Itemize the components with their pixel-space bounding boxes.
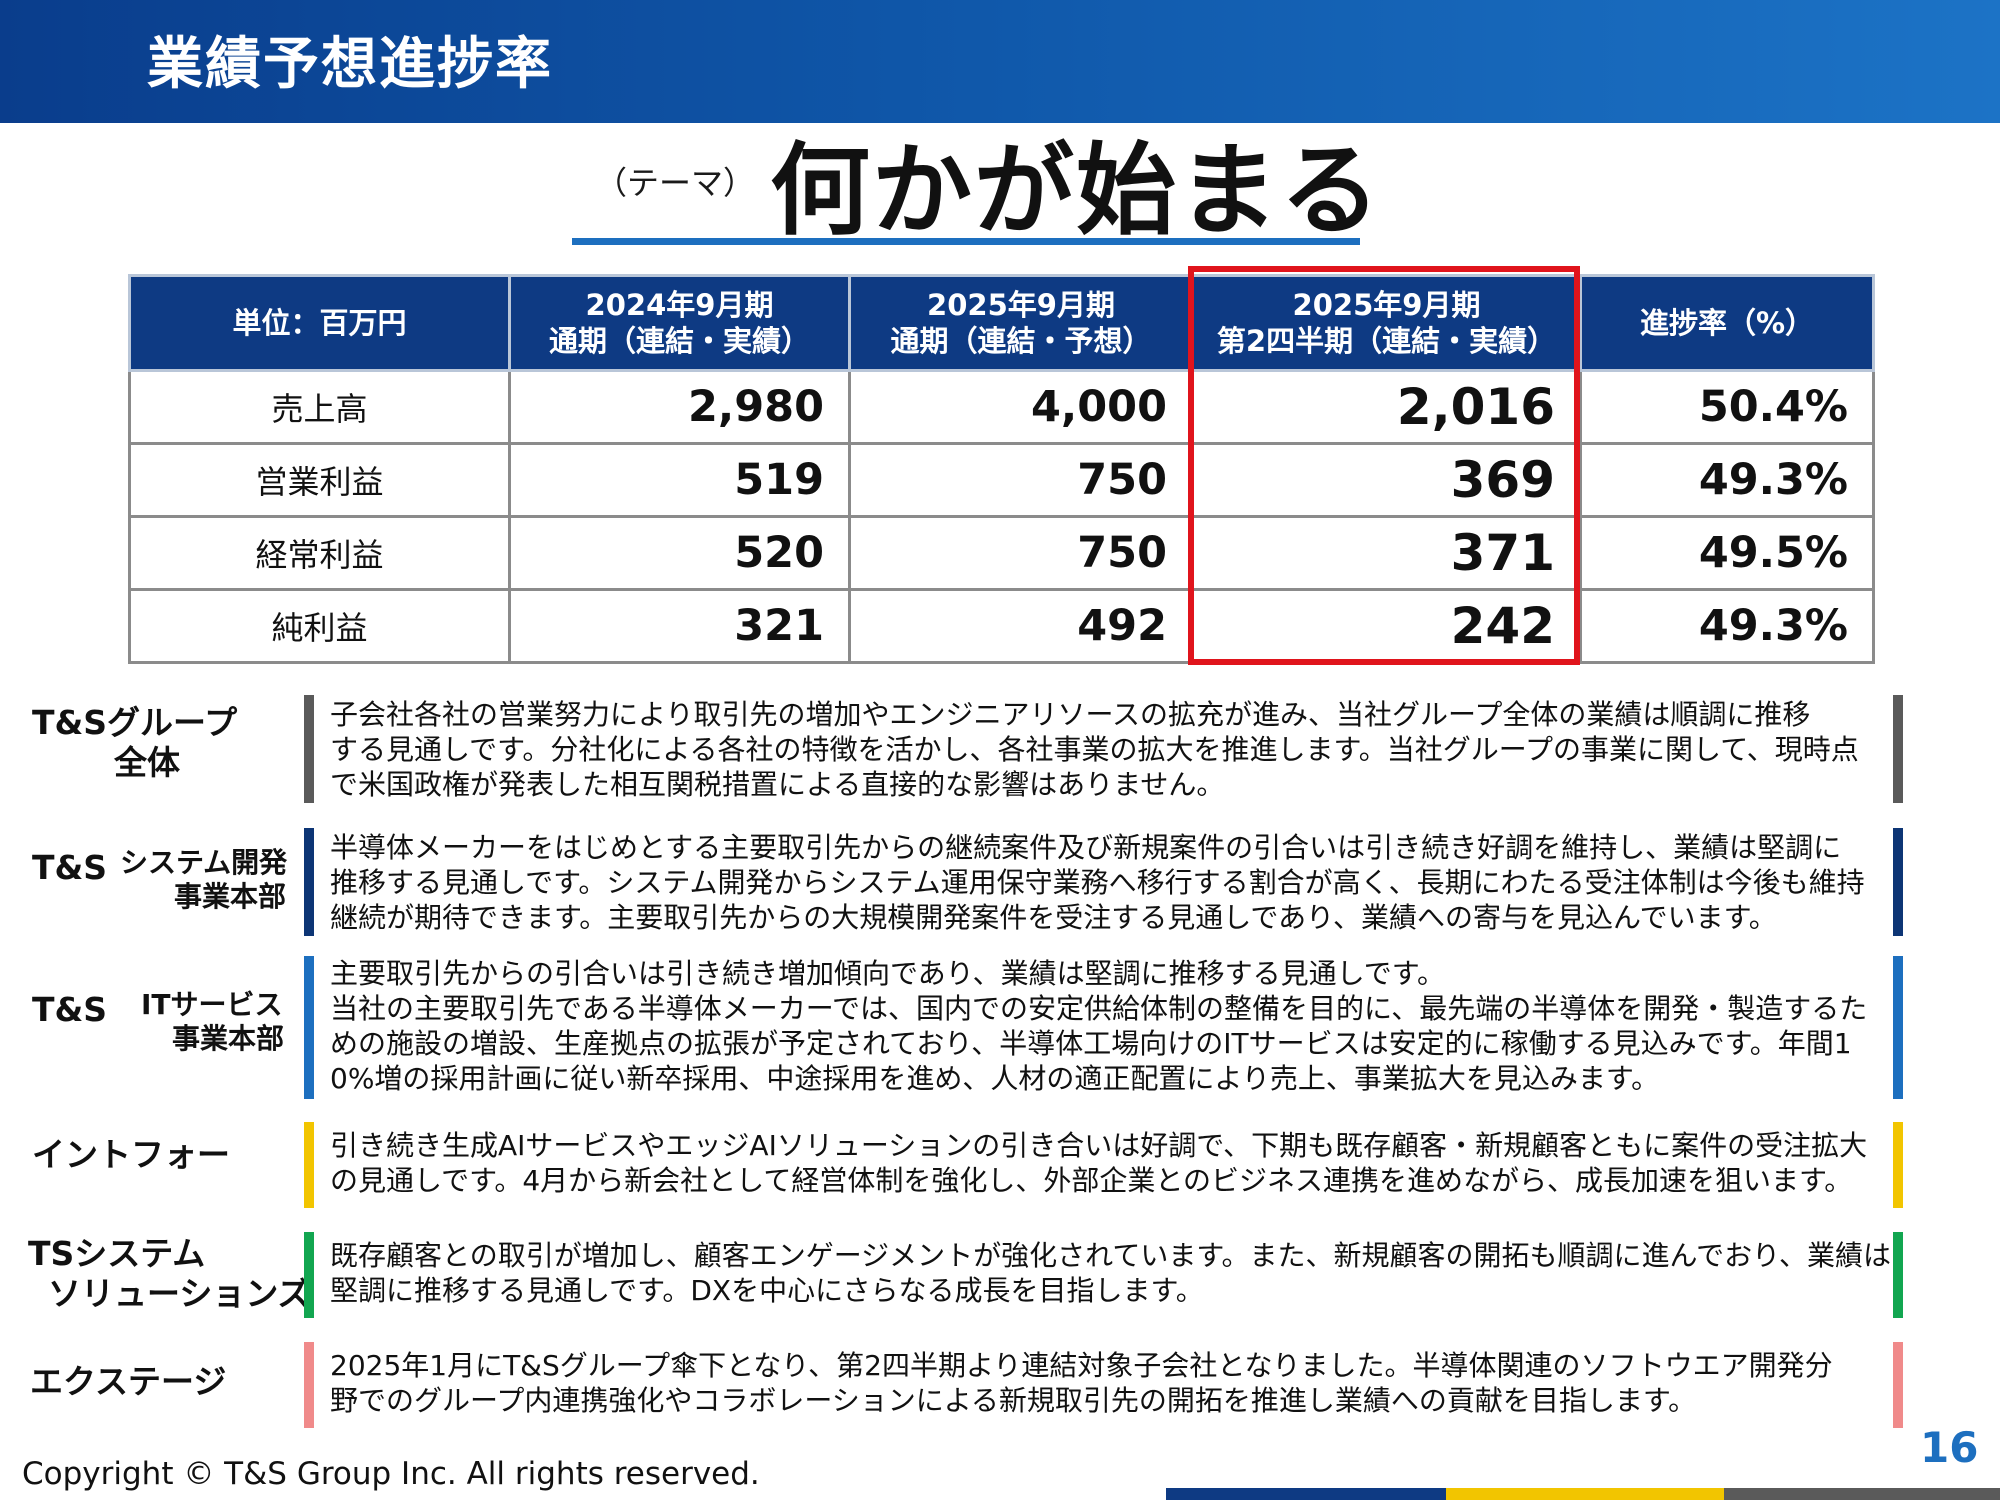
segment-name: T&Sグループ (32, 703, 238, 742)
segment-name-sub: 事業本部 (172, 1022, 285, 1055)
segment-name: 全体 (114, 743, 180, 782)
cell-q2-2025: 2,016 (1191, 369, 1582, 445)
header-bar (0, 0, 2000, 123)
forecast-progress-table: 単位：百万円 2024年9月期 通期（連結・実績） 2025年9月期 通期（連結… (128, 274, 1875, 664)
cell-progress: 50.4% (1579, 369, 1875, 445)
segment-description: 引き続き生成AIサービスやエッジAIソリューションの引き合いは好調で、下期も既存… (330, 1129, 1868, 1197)
table-row: 純利益 321 492 242 49.3% (128, 588, 1875, 664)
theme-underline (572, 238, 1360, 245)
cell-fy2024: 520 (508, 515, 851, 591)
table-header-row: 単位：百万円 2024年9月期 通期（連結・実績） 2025年9月期 通期（連結… (128, 274, 1875, 372)
segment-color-bar-left (304, 1342, 314, 1428)
cell-progress: 49.3% (1579, 588, 1875, 664)
segment-ts-it-services: T&S ITサービス 事業本部 主要取引先からの引合いは引き続き増加傾向であり、… (0, 956, 2000, 1099)
segment-xstage: エクステージ 2025年1月にT&Sグループ傘下となり、第2四半期より連結対象子… (0, 1342, 2000, 1430)
segment-color-bar-left (304, 956, 314, 1099)
footer-stripe-blue (1166, 1488, 1446, 1500)
header-q2-2025-actual: 2025年9月期 第2四半期（連結・実績） (1191, 274, 1582, 372)
segment-description: 半導体メーカーをはじめとする主要取引先からの継続案件及び新規案件の引合いは引き続… (330, 831, 1865, 934)
segment-color-bar-left (304, 1122, 314, 1208)
table-row: 経常利益 520 750 371 49.5% (128, 515, 1875, 591)
segment-description: 主要取引先からの引合いは引き続き増加傾向であり、業績は堅調に推移する見通しです。… (330, 957, 1868, 1095)
segment-name: エクステージ (30, 1362, 227, 1401)
copyright-text: Copyright © T&S Group Inc. All rights re… (22, 1456, 760, 1492)
segment-description: 既存顧客との取引が増加し、顧客エンゲージメントが強化されています。また、新規顧客… (330, 1239, 1892, 1307)
segment-name: TSシステム (28, 1234, 206, 1273)
segment-color-bar-right (1893, 1342, 1903, 1428)
page-title: 業績予想進捗率 (147, 32, 553, 97)
segment-intfour: イントフォー 引き続き生成AIサービスやエッジAIソリューションの引き合いは好調… (0, 1120, 2000, 1210)
cell-fy2025-forecast: 750 (848, 442, 1194, 518)
segment-color-bar-left (304, 695, 314, 803)
segment-color-bar-right (1893, 1122, 1903, 1208)
cell-fy2024: 321 (508, 588, 851, 664)
cell-progress: 49.3% (1579, 442, 1875, 518)
cell-fy2024: 519 (508, 442, 851, 518)
theme-text: 何かが始まる (770, 132, 1382, 249)
cell-fy2024: 2,980 (508, 369, 851, 445)
cell-fy2025-forecast: 750 (848, 515, 1194, 591)
cell-fy2025-forecast: 4,000 (848, 369, 1194, 445)
row-label: 売上高 (128, 369, 511, 445)
cell-progress: 49.5% (1579, 515, 1875, 591)
segment-ts-group: T&Sグループ 全体 子会社各社の営業努力により取引先の増加やエンジニアリソース… (0, 693, 2000, 805)
segment-name-sub: ITサービス (141, 988, 283, 1021)
cell-fy2025-forecast: 492 (848, 588, 1194, 664)
segment-color-bar-left (304, 828, 314, 936)
segment-name-main: T&S (32, 848, 108, 887)
header-progress-rate: 進捗率（%） (1579, 274, 1875, 372)
header-unit: 単位：百万円 (128, 274, 511, 372)
cell-q2-2025: 369 (1191, 442, 1582, 518)
segment-ts-system-solutions: TSシステム ソリューションズ 既存顧客との取引が増加し、顧客エンゲージメントが… (0, 1230, 2000, 1320)
segment-color-bar-right (1893, 956, 1903, 1099)
segment-name-main: T&S (32, 990, 108, 1029)
segment-description: 2025年1月にT&Sグループ傘下となり、第2四半期より連結対象子会社となりまし… (330, 1349, 1833, 1417)
cell-q2-2025: 242 (1191, 588, 1582, 664)
row-label: 純利益 (128, 588, 511, 664)
table-row: 売上高 2,980 4,000 2,016 50.4% (128, 369, 1875, 445)
segment-color-bar-right (1893, 1232, 1903, 1318)
row-label: 経常利益 (128, 515, 511, 591)
footer-stripe-gray (1724, 1488, 2000, 1500)
footer-stripe-yellow (1446, 1488, 1724, 1500)
segment-description: 子会社各社の営業努力により取引先の増加やエンジニアリソースの拡充が進み、当社グル… (330, 698, 1859, 801)
cell-q2-2025: 371 (1191, 515, 1582, 591)
page-number: 16 (1920, 1423, 1979, 1472)
segment-name: イントフォー (32, 1135, 230, 1174)
row-label: 営業利益 (128, 442, 511, 518)
segment-name-sub: システム開発 (120, 846, 288, 879)
segment-color-bar-right (1893, 695, 1903, 803)
segment-color-bar-right (1893, 828, 1903, 936)
theme-label: （テーマ） (595, 164, 756, 202)
segment-name: ソリューションズ (48, 1274, 311, 1313)
table-row: 営業利益 519 750 369 49.3% (128, 442, 1875, 518)
header-fy2024-actual: 2024年9月期 通期（連結・実績） (508, 274, 851, 372)
segment-ts-system-development: T&S システム開発 事業本部 半導体メーカーをはじめとする主要取引先からの継続… (0, 826, 2000, 938)
header-fy2025-forecast: 2025年9月期 通期（連結・予想） (848, 274, 1194, 372)
segment-color-bar-left (304, 1232, 314, 1318)
segment-name-sub: 事業本部 (174, 880, 287, 913)
